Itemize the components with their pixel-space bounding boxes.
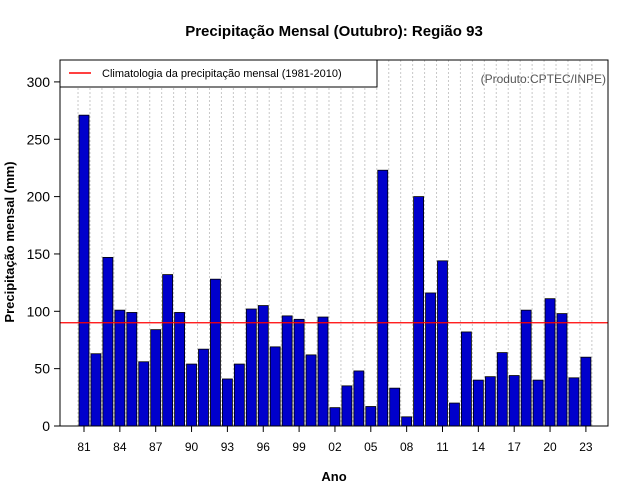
bar-1993 <box>221 378 233 427</box>
y-axis-label: Precipitação mensal (mm) <box>2 161 17 322</box>
bar-1999 <box>293 318 305 427</box>
bar-1997 <box>269 346 281 427</box>
x-tick-label: 02 <box>328 440 342 454</box>
bar-2018 <box>520 309 532 427</box>
x-tick-label: 23 <box>579 440 593 454</box>
x-tick-label: 90 <box>185 440 199 454</box>
bar-2009 <box>413 196 425 427</box>
x-tick-label: 14 <box>472 440 486 454</box>
grid-lines <box>77 60 593 426</box>
bar-2008 <box>401 416 413 427</box>
y-tick-label: 300 <box>27 74 51 90</box>
credit-text: (Produto:CPTEC/INPE) <box>481 72 606 86</box>
bar-1981 <box>78 114 90 427</box>
bars <box>78 114 592 427</box>
x-tick-label: 84 <box>113 440 127 454</box>
bar-1984 <box>114 309 126 427</box>
x-tick-label: 96 <box>257 440 271 454</box>
x-tick-label: 05 <box>364 440 378 454</box>
bar-2020 <box>544 298 556 427</box>
bar-2004 <box>353 370 365 427</box>
x-tick-label: 81 <box>77 440 91 454</box>
x-tick-label: 08 <box>400 440 414 454</box>
bar-2002 <box>329 407 341 427</box>
bar-1987 <box>150 329 162 427</box>
bar-2005 <box>365 406 377 427</box>
legend-box <box>59 59 378 88</box>
x-tick-label: 20 <box>543 440 557 454</box>
bar-1989 <box>174 312 186 427</box>
x-tick-label: 11 <box>436 440 449 454</box>
bar-2021 <box>556 313 568 427</box>
axes: 0 50 100 150 200 250 300 81 84 87 90 93 96 99 02 05 08 11… <box>27 74 593 454</box>
bar-2000 <box>305 354 317 427</box>
x-tick-label: 93 <box>221 440 235 454</box>
bar-1992 <box>210 278 221 427</box>
chart-title: Precipitação Mensal (Outubro): Região 93 <box>185 23 483 40</box>
bar-2010 <box>425 292 436 427</box>
x-axis-label: Ano <box>321 469 346 484</box>
bar-1991 <box>198 348 209 427</box>
y-tick-label: 200 <box>27 189 51 205</box>
bar-2017 <box>508 375 520 427</box>
bar-1998 <box>281 315 293 427</box>
legend-label: Climatologia da precipitação mensal (198… <box>102 68 342 80</box>
bar-2022 <box>568 377 580 427</box>
bar-1996 <box>257 305 269 427</box>
bar-2019 <box>532 379 544 427</box>
bar-2012 <box>449 402 460 427</box>
x-tick-label: 87 <box>149 440 163 454</box>
bar-1985 <box>126 312 138 427</box>
bar-2001 <box>317 316 329 427</box>
bar-2006 <box>377 169 389 427</box>
y-tick-label: 100 <box>27 303 51 319</box>
bar-2015 <box>484 376 496 427</box>
y-tick-label: 0 <box>42 418 50 434</box>
bar-1988 <box>162 274 174 427</box>
bar-1986 <box>138 361 150 427</box>
y-tick-label: 250 <box>27 131 51 147</box>
bar-1994 <box>233 363 245 427</box>
bar-2013 <box>460 331 472 427</box>
x-tick-label: 99 <box>292 440 306 454</box>
legend: Climatologia da precipitação mensal (198… <box>59 59 378 88</box>
bar-1982 <box>90 353 102 427</box>
x-tick-label: 17 <box>508 440 522 454</box>
bar-2007 <box>389 387 401 427</box>
y-tick-label: 150 <box>27 246 51 262</box>
bar-2014 <box>472 379 484 427</box>
bar-1990 <box>186 363 197 427</box>
bar-2003 <box>341 385 353 427</box>
bar-2011 <box>437 260 448 427</box>
y-tick-label: 50 <box>34 361 50 377</box>
bar-2016 <box>496 352 508 427</box>
bar-2023 <box>580 356 592 427</box>
bar-1983 <box>102 256 114 427</box>
bar-1995 <box>245 308 257 427</box>
